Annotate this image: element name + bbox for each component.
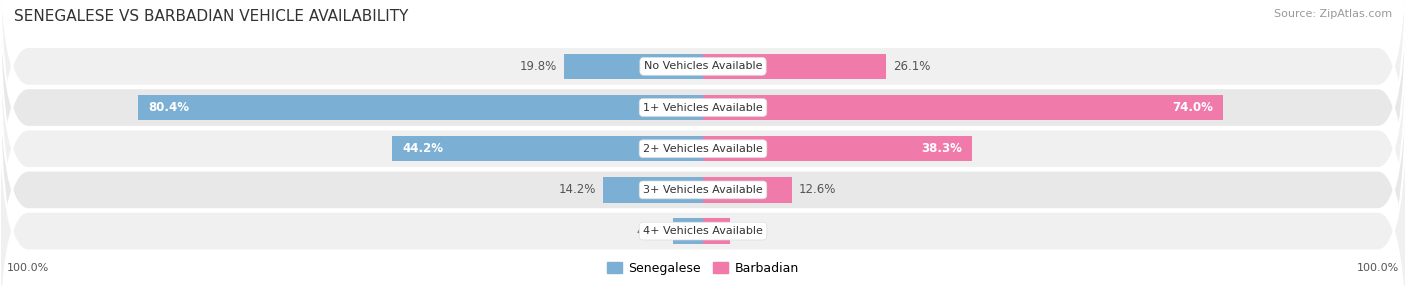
- Text: 80.4%: 80.4%: [148, 101, 190, 114]
- Text: 14.2%: 14.2%: [558, 183, 596, 196]
- Text: 44.2%: 44.2%: [402, 142, 444, 155]
- Text: 4+ Vehicles Available: 4+ Vehicles Available: [643, 226, 763, 236]
- Text: 74.0%: 74.0%: [1171, 101, 1212, 114]
- Text: 4.3%: 4.3%: [636, 225, 666, 238]
- Text: No Vehicles Available: No Vehicles Available: [644, 61, 762, 71]
- Text: SENEGALESE VS BARBADIAN VEHICLE AVAILABILITY: SENEGALESE VS BARBADIAN VEHICLE AVAILABI…: [14, 9, 408, 23]
- FancyBboxPatch shape: [0, 86, 1406, 286]
- FancyBboxPatch shape: [0, 0, 1406, 253]
- FancyBboxPatch shape: [0, 0, 1406, 212]
- Bar: [564, 53, 703, 79]
- Text: 100.0%: 100.0%: [7, 263, 49, 273]
- Bar: [392, 136, 703, 162]
- Bar: [138, 95, 703, 120]
- Text: 19.8%: 19.8%: [520, 60, 557, 73]
- Legend: Senegalese, Barbadian: Senegalese, Barbadian: [602, 257, 804, 280]
- Bar: [703, 218, 731, 244]
- Bar: [703, 136, 973, 162]
- Text: 100.0%: 100.0%: [1357, 263, 1399, 273]
- Text: 26.1%: 26.1%: [894, 60, 931, 73]
- Text: 2+ Vehicles Available: 2+ Vehicles Available: [643, 144, 763, 154]
- Bar: [703, 53, 886, 79]
- Bar: [603, 177, 703, 203]
- Bar: [703, 95, 1223, 120]
- FancyBboxPatch shape: [0, 45, 1406, 286]
- FancyBboxPatch shape: [0, 3, 1406, 286]
- Text: 38.3%: 38.3%: [921, 142, 962, 155]
- Bar: [672, 218, 703, 244]
- Text: Source: ZipAtlas.com: Source: ZipAtlas.com: [1274, 9, 1392, 19]
- Text: 1+ Vehicles Available: 1+ Vehicles Available: [643, 103, 763, 112]
- Bar: [703, 177, 792, 203]
- Text: 3+ Vehicles Available: 3+ Vehicles Available: [643, 185, 763, 195]
- Text: 12.6%: 12.6%: [799, 183, 837, 196]
- Text: 3.9%: 3.9%: [738, 225, 768, 238]
